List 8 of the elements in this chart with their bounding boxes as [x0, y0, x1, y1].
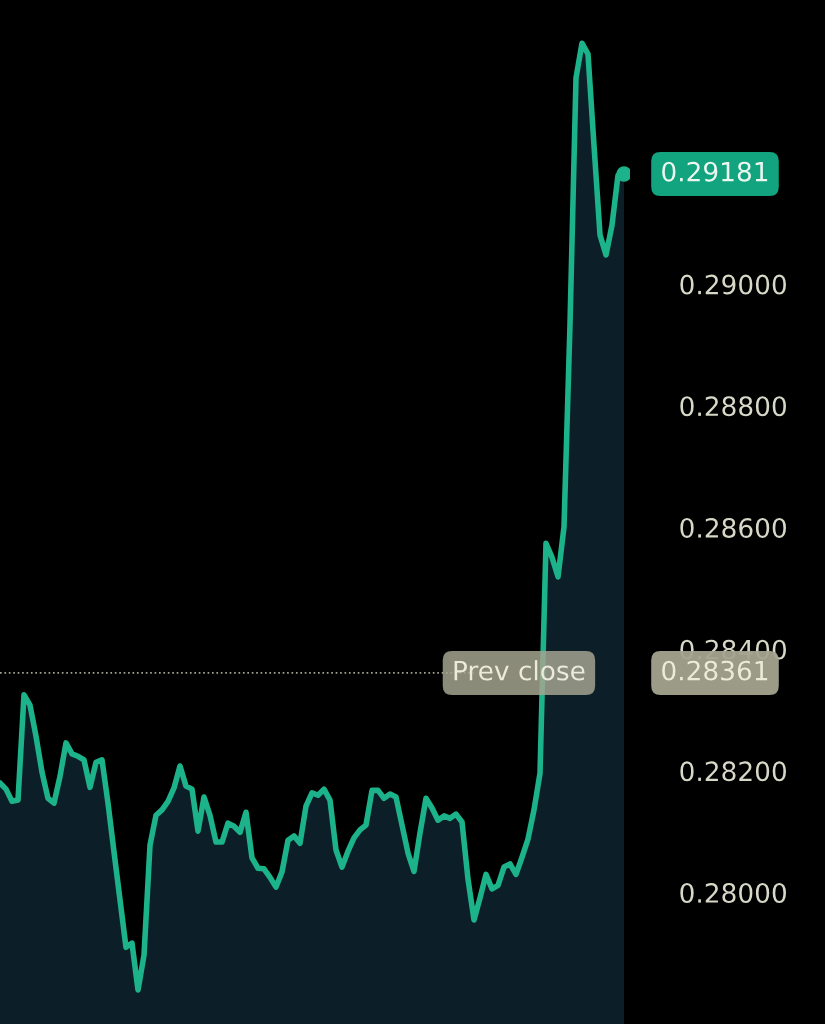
y-tick-label: 0.28600	[680, 517, 786, 538]
text: 0.28361	[662, 660, 768, 681]
y-tick-label: 0.28200	[680, 761, 786, 782]
y-tick-label: 0.28000	[680, 883, 786, 903]
ref-line-label: Prev close	[454, 660, 585, 681]
y-tick-label: 0.28800	[680, 396, 786, 417]
data-label: 0.29181	[662, 161, 768, 182]
y-tick-label: 0.29000	[680, 274, 786, 295]
